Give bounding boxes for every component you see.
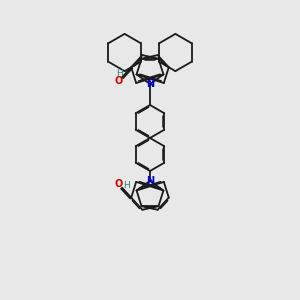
Text: N: N bbox=[146, 79, 154, 89]
Text: H: H bbox=[123, 181, 130, 190]
Text: O: O bbox=[114, 76, 123, 86]
Text: H: H bbox=[116, 69, 123, 78]
Text: O: O bbox=[114, 179, 123, 189]
Text: N: N bbox=[146, 176, 154, 186]
